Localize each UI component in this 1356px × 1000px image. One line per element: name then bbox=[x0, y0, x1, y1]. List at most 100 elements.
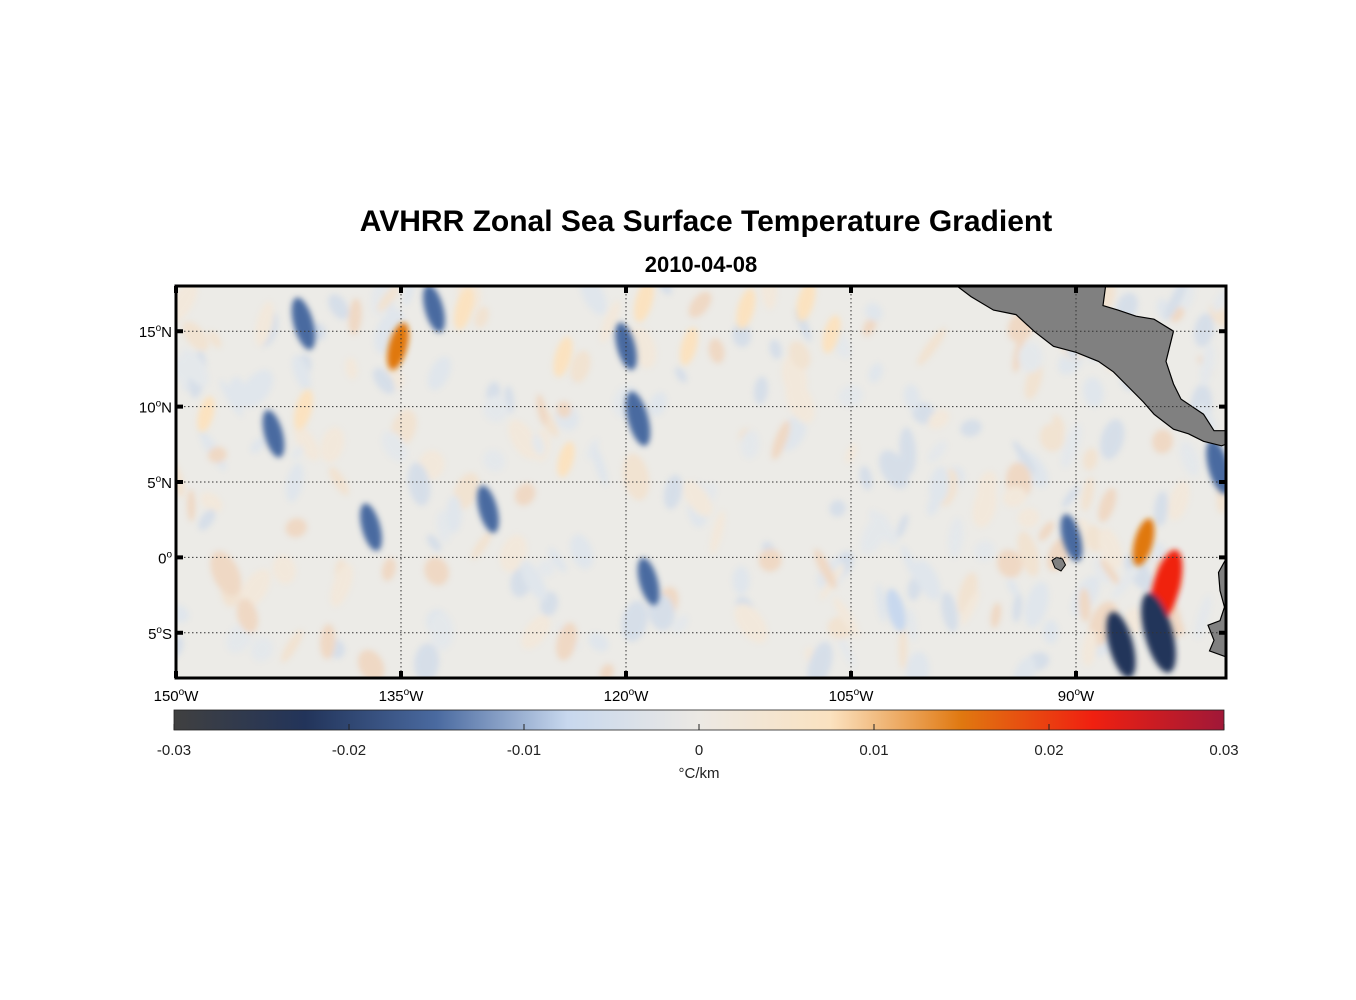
latitude-tick-label: 5oS bbox=[148, 625, 172, 643]
texture-blob bbox=[521, 614, 551, 650]
positive-gradient-feature bbox=[679, 327, 699, 366]
texture-blob bbox=[941, 591, 959, 632]
texture-blob bbox=[330, 563, 354, 608]
negative-gradient-feature bbox=[360, 503, 382, 551]
positive-gradient-feature bbox=[557, 441, 575, 478]
colorbar-tick-label: 0.02 bbox=[1034, 742, 1063, 759]
texture-blob bbox=[868, 362, 883, 383]
texture-blob bbox=[381, 557, 396, 581]
texture-blob bbox=[1042, 619, 1059, 644]
positive-gradient-feature bbox=[634, 286, 654, 323]
texture-blob bbox=[905, 651, 930, 678]
texture-blob bbox=[1164, 286, 1187, 321]
texture-blob bbox=[1213, 289, 1226, 313]
colorbar-tick-label: -0.03 bbox=[157, 742, 191, 759]
texture-blob bbox=[1099, 558, 1121, 586]
texture-blob bbox=[208, 330, 222, 348]
texture-blob bbox=[200, 492, 223, 513]
texture-blob bbox=[1017, 507, 1040, 528]
texture-blob bbox=[1122, 607, 1145, 635]
texture-blob bbox=[536, 394, 548, 426]
texture-blob bbox=[427, 356, 452, 391]
texture-blob bbox=[1052, 414, 1065, 435]
texture-blob bbox=[1024, 362, 1043, 400]
texture-blob bbox=[838, 385, 864, 407]
texture-blob bbox=[250, 637, 274, 662]
texture-blob bbox=[1098, 527, 1123, 570]
positive-gradient-feature bbox=[293, 389, 314, 430]
texture-blob bbox=[272, 554, 296, 585]
texture-blob bbox=[255, 301, 274, 347]
texture-blob bbox=[176, 604, 190, 623]
texture-blob bbox=[960, 590, 980, 626]
texture-blob bbox=[373, 367, 395, 394]
texture-blob bbox=[621, 600, 648, 642]
texture-blob bbox=[292, 355, 311, 391]
negative-gradient-feature bbox=[625, 391, 651, 446]
texture-blob bbox=[1152, 429, 1173, 454]
texture-blob bbox=[285, 462, 304, 503]
texture-blob bbox=[977, 470, 997, 504]
texture-blob bbox=[997, 549, 1023, 578]
texture-blob bbox=[753, 376, 768, 405]
texture-blob bbox=[1093, 559, 1111, 585]
texture-blob bbox=[588, 632, 609, 652]
negative-gradient-feature bbox=[1060, 514, 1083, 562]
texture-blob bbox=[320, 426, 345, 463]
texture-blob bbox=[876, 583, 886, 623]
texture-blob bbox=[1078, 587, 1091, 622]
texture-blob bbox=[208, 446, 227, 463]
texture-blob bbox=[538, 560, 555, 577]
texture-blob bbox=[917, 327, 947, 366]
texture-blob bbox=[648, 392, 667, 417]
texture-blob bbox=[182, 321, 209, 351]
texture-blob bbox=[377, 286, 399, 312]
positive-gradient-feature bbox=[1132, 518, 1155, 566]
texture-blob bbox=[914, 559, 941, 601]
texture-blob bbox=[1062, 485, 1080, 508]
texture-blob bbox=[1083, 448, 1098, 471]
texture-blob bbox=[239, 568, 271, 609]
texture-blob bbox=[1082, 630, 1097, 667]
colorbar-tick-label: 0.01 bbox=[859, 742, 888, 759]
texture-blob bbox=[903, 384, 921, 411]
map-title: AVHRR Zonal Sea Surface Temperature Grad… bbox=[359, 205, 1053, 238]
texture-blob bbox=[740, 429, 760, 459]
texture-blob bbox=[531, 433, 545, 456]
texture-blob bbox=[1083, 377, 1104, 407]
texture-blob bbox=[1013, 656, 1036, 678]
texture-blob bbox=[622, 453, 650, 501]
colorbar-unit-label: °C/km bbox=[679, 765, 720, 782]
texture-blob bbox=[407, 462, 431, 506]
texture-blob bbox=[1007, 578, 1019, 597]
texture-blob bbox=[446, 495, 462, 534]
positive-gradient-feature bbox=[197, 396, 215, 433]
colorbar-tick-label: 0.03 bbox=[1209, 742, 1238, 759]
texture-blob bbox=[1168, 480, 1190, 521]
texture-blob bbox=[1038, 521, 1055, 541]
texture-blob bbox=[520, 560, 547, 601]
longitude-tick-label: 150oW bbox=[154, 687, 200, 705]
map-subtitle: 2010-04-08 bbox=[644, 252, 758, 277]
texture-blob bbox=[990, 602, 1002, 629]
texture-blob bbox=[348, 298, 362, 335]
positive-gradient-feature bbox=[796, 286, 816, 322]
texture-blob bbox=[1024, 581, 1049, 628]
map-area bbox=[176, 286, 1226, 678]
texture-blob bbox=[403, 286, 415, 306]
texture-blob bbox=[180, 349, 209, 387]
gradient-texture bbox=[176, 286, 1226, 678]
texture-blob bbox=[328, 294, 349, 320]
texture-blob bbox=[548, 547, 567, 573]
texture-blob bbox=[176, 286, 198, 324]
negative-gradient-feature bbox=[1141, 592, 1176, 673]
texture-blob bbox=[1002, 486, 1027, 508]
texture-blob bbox=[785, 379, 815, 424]
texture-blob bbox=[708, 338, 725, 364]
texture-blob bbox=[732, 566, 750, 595]
texture-blob bbox=[1194, 313, 1214, 347]
longitude-tick-label: 135oW bbox=[379, 687, 425, 705]
texture-blob bbox=[1012, 440, 1037, 475]
texture-blob bbox=[198, 509, 216, 531]
